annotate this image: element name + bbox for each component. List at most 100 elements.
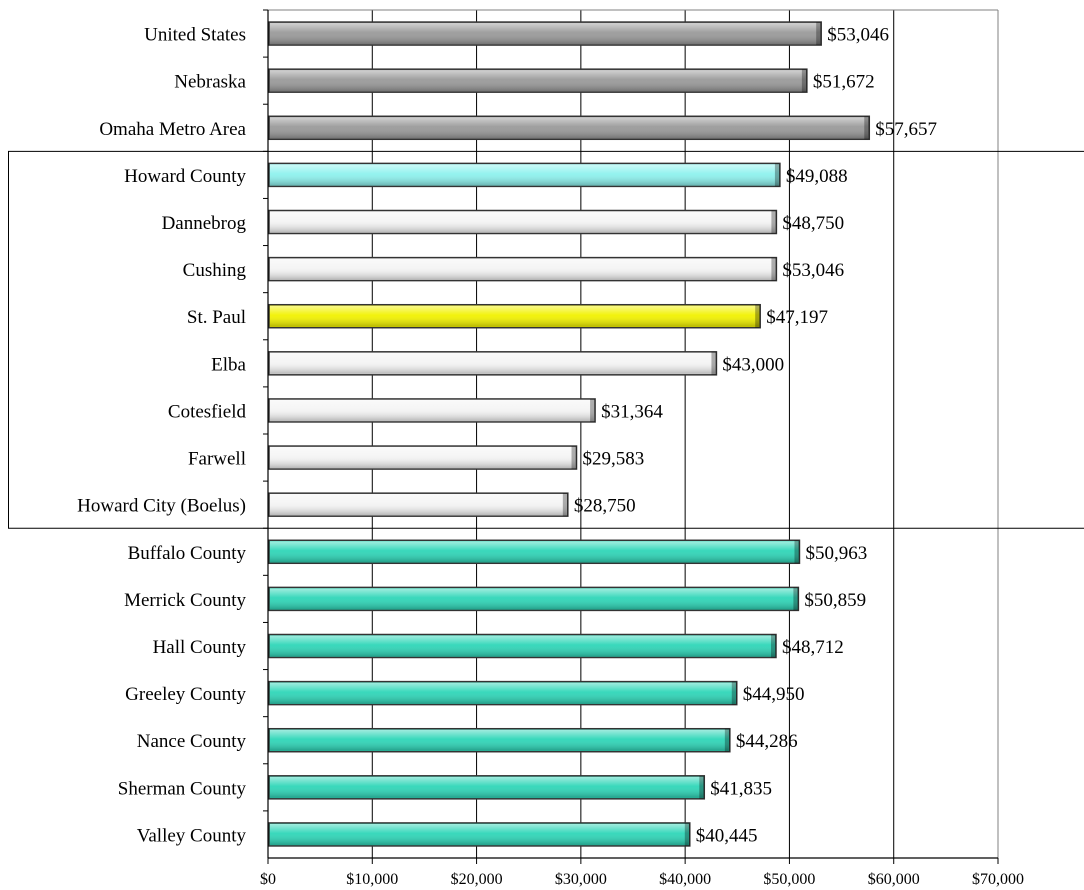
bar-shine-dannebrog [270, 211, 776, 233]
bar-shine-elba [270, 352, 716, 374]
bar-end-cushing [771, 257, 777, 281]
category-labels: United States Nebraska Omaha Metro Area How… [77, 9, 268, 846]
x-tick-label-50000: $50,000 [763, 871, 815, 888]
bar-end-elba [711, 351, 717, 375]
category-label-united-states: United States [144, 25, 246, 46]
category-label-sherman-county: Sherman County [118, 778, 247, 799]
bar-end-st-paul [755, 304, 761, 328]
bar-shine-united-states [270, 23, 821, 45]
bar-howard-county [268, 162, 781, 188]
x-tick-label-40000: $40,000 [659, 871, 711, 888]
value-label-hall-county: $48,712 [782, 637, 844, 658]
bar-howard-city-boelus [268, 492, 569, 517]
bar-end-farwell [571, 446, 577, 470]
bar-shine-hall-county [270, 635, 775, 657]
bar-valley-county [268, 822, 691, 847]
x-tick-label-30000: $30,000 [555, 871, 607, 888]
category-label-cotesfield: Cotesfield [168, 401, 247, 422]
category-label-omaha-metro-area: Omaha Metro Area [99, 119, 246, 140]
category-label-buffalo-county: Buffalo County [128, 543, 247, 564]
bar-omaha-metro-area [268, 115, 871, 141]
bar-cotesfield [268, 398, 596, 423]
value-label-dannebrog: $48,750 [782, 213, 844, 234]
x-tick-label-0: $0 [260, 871, 276, 888]
value-label-farwell: $29,583 [583, 449, 645, 470]
category-label-elba: Elba [211, 354, 246, 375]
bar-end-howard-county [774, 163, 780, 187]
bar-end-merrick-county [793, 587, 799, 611]
bar-merrick-county [268, 586, 800, 612]
value-labels: $53,046 $51,672 $57,657 $49,088 $48,750 $53,0… [574, 25, 937, 847]
bar-shine-valley-county [270, 823, 689, 845]
category-label-dannebrog: Dannebrog [162, 213, 247, 234]
bar-dannebrog [268, 209, 778, 235]
value-label-st-paul: $47,197 [766, 307, 828, 328]
bar-end-sherman-county [699, 775, 705, 799]
bar-end-greeley-county [731, 681, 737, 705]
bar-shine-nance-county [270, 729, 729, 751]
value-label-sherman-county: $41,835 [710, 778, 772, 799]
bar-shine-cotesfield [270, 399, 595, 421]
value-label-buffalo-county: $50,963 [805, 543, 867, 564]
bar-shine-buffalo-county [270, 541, 799, 563]
bars [268, 21, 871, 847]
category-label-howard-county: Howard County [124, 166, 246, 187]
value-label-nance-county: $44,286 [736, 731, 798, 752]
category-label-st-paul: St. Paul [187, 307, 246, 328]
bar-elba [268, 351, 718, 376]
bar-end-dannebrog [771, 210, 777, 234]
bar-shine-merrick-county [270, 588, 798, 610]
value-label-howard-county: $49,088 [786, 166, 848, 187]
bar-shine-farwell [270, 447, 576, 469]
bar-shine-st-paul [270, 305, 760, 327]
bar-shine-nebraska [270, 70, 806, 92]
bar-end-omaha-metro-area [864, 116, 870, 140]
category-label-hall-county: Hall County [153, 637, 247, 658]
x-tick-label-70000: $70,000 [972, 871, 1024, 888]
bar-end-nebraska [801, 69, 807, 93]
x-axis: $0 $10,000 $20,000 $30,000 $40,000 $50,000 $60… [260, 10, 1024, 888]
x-tick-label-60000: $60,000 [868, 871, 920, 888]
category-label-nance-county: Nance County [137, 731, 247, 752]
category-label-howard-city-boelus: Howard City (Boelus) [77, 496, 246, 517]
bar-shine-sherman-county [270, 776, 704, 798]
value-label-howard-city-boelus: $28,750 [574, 496, 636, 517]
category-label-cushing: Cushing [183, 260, 247, 281]
value-label-cushing: $53,046 [782, 260, 844, 281]
bar-end-hall-county [770, 634, 776, 658]
value-label-omaha-metro-area: $57,657 [875, 119, 937, 140]
bar-cushing [268, 256, 778, 282]
bar-farwell [268, 445, 578, 470]
value-label-valley-county: $40,445 [696, 825, 758, 846]
category-label-valley-county: Valley County [137, 825, 247, 846]
bar-nance-county [268, 727, 731, 753]
bar-end-valley-county [684, 822, 690, 846]
bar-end-nance-county [724, 728, 730, 752]
category-label-farwell: Farwell [188, 449, 246, 470]
bar-shine-cushing [270, 258, 776, 280]
value-label-united-states: $53,046 [827, 25, 889, 46]
bar-nebraska [268, 68, 808, 93]
bar-end-howard-city-boelus [562, 493, 568, 517]
bar-greeley-county [268, 680, 738, 706]
bar-st-paul [268, 303, 761, 329]
bar-shine-greeley-county [270, 682, 736, 704]
highlight-group-box [8, 150, 1084, 529]
category-label-nebraska: Nebraska [174, 72, 246, 93]
category-label-merrick-county: Merrick County [124, 590, 246, 611]
value-label-merrick-county: $50,859 [804, 590, 866, 611]
category-label-greeley-county: Greeley County [125, 684, 246, 705]
bar-hall-county [268, 633, 777, 659]
bar-united-states [268, 21, 822, 46]
value-label-elba: $43,000 [722, 354, 784, 375]
value-label-cotesfield: $31,364 [601, 401, 663, 422]
bar-sherman-county [268, 775, 706, 800]
bar-shine-howard-county [270, 164, 779, 186]
x-tick-label-10000: $10,000 [346, 871, 398, 888]
bar-shine-omaha-metro-area [270, 117, 869, 139]
bar-end-cotesfield [590, 398, 596, 422]
bar-end-buffalo-county [794, 540, 800, 564]
bar-end-united-states [816, 22, 822, 46]
x-tick-label-20000: $20,000 [451, 871, 503, 888]
